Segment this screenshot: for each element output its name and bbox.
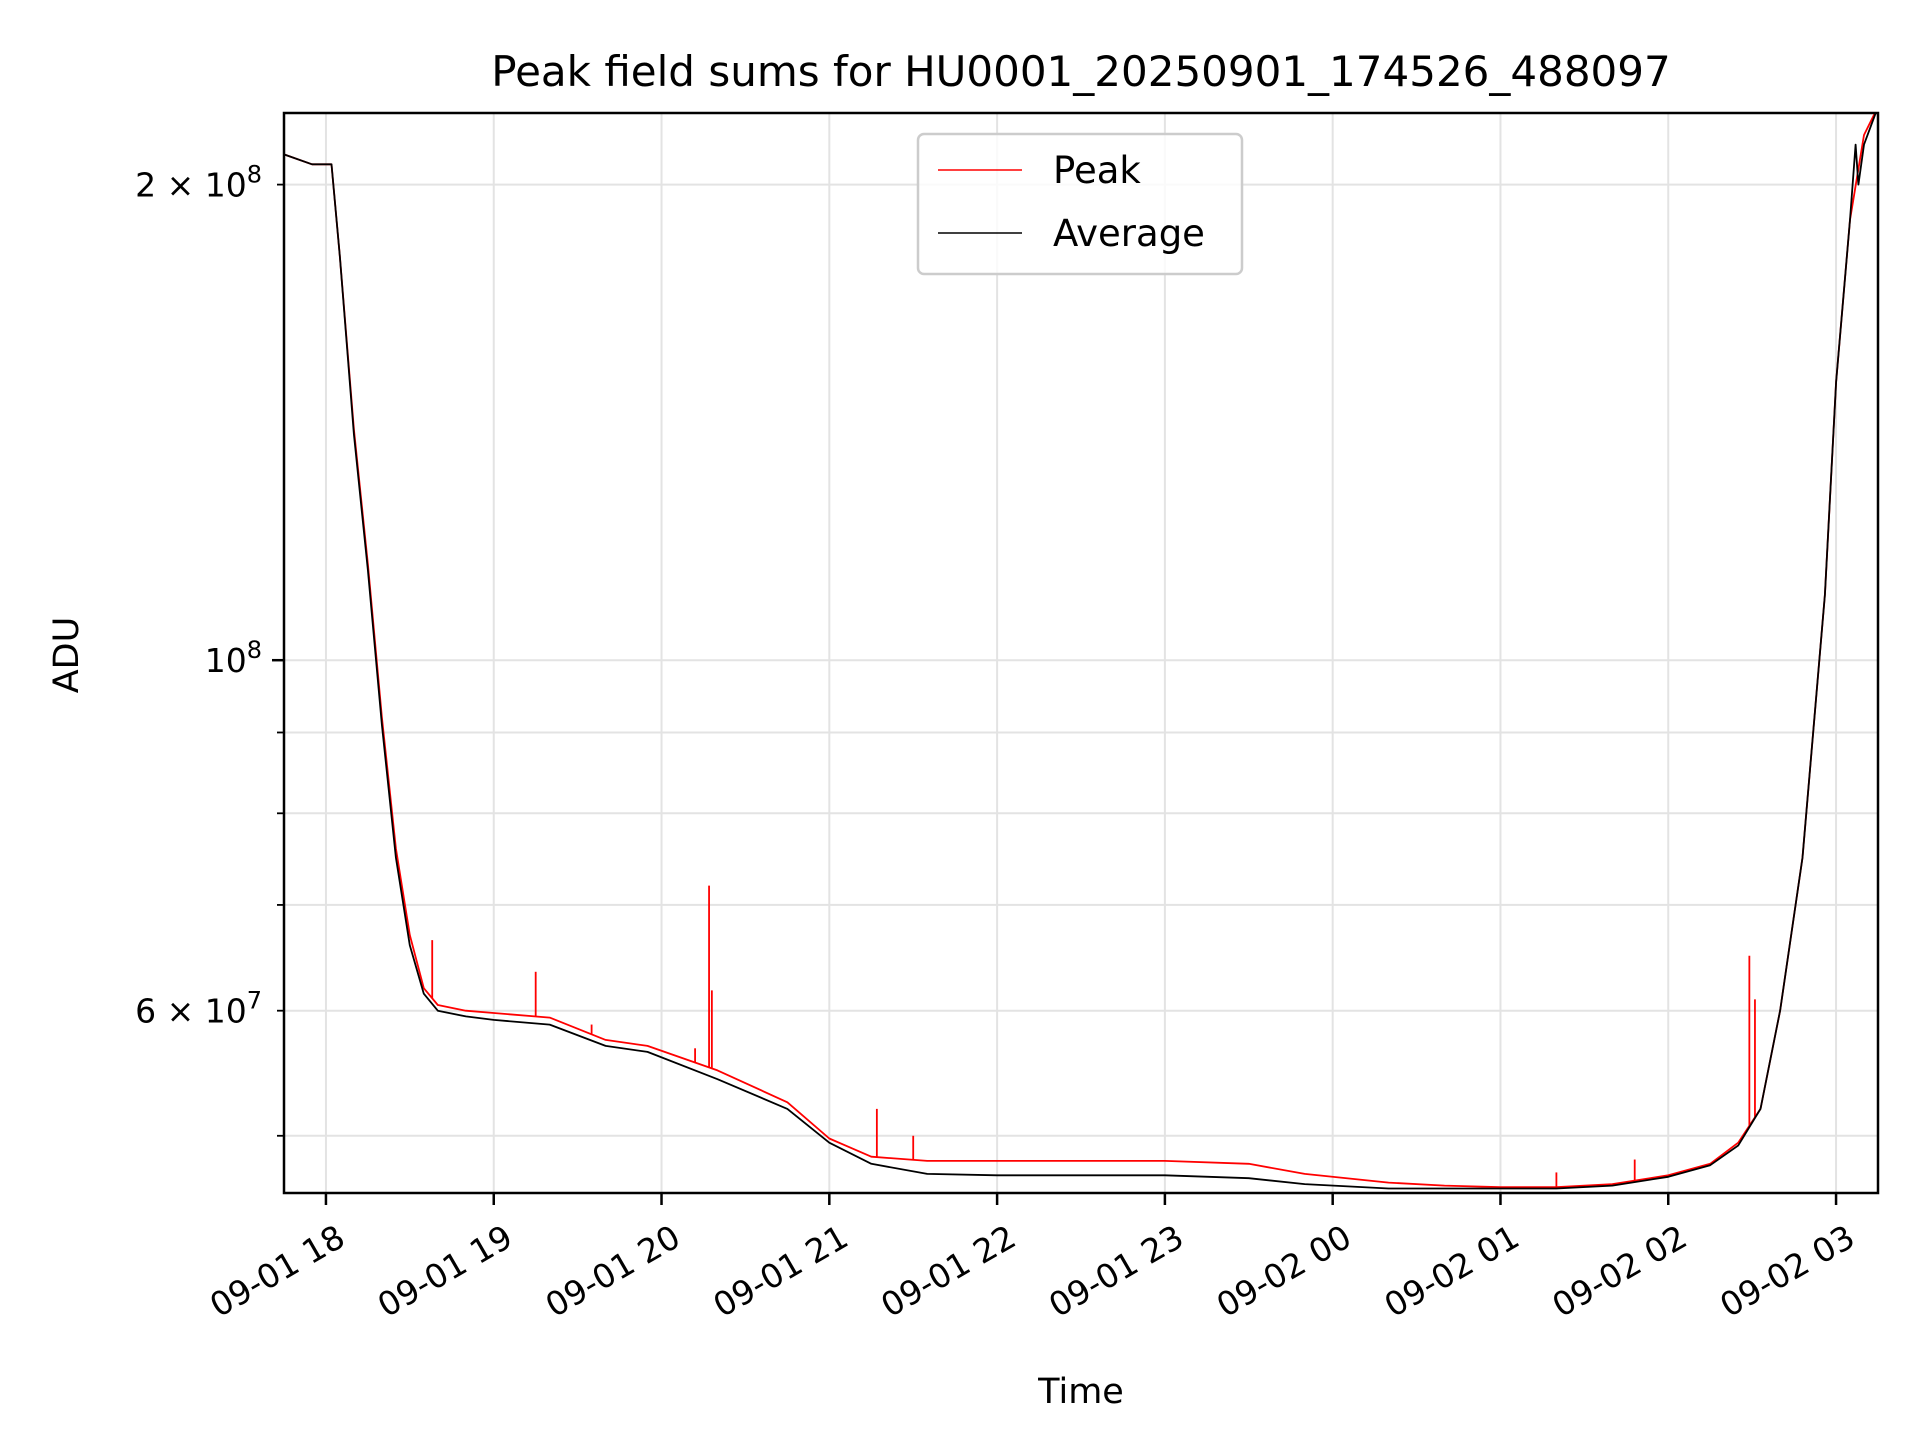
series-line-average — [284, 113, 1877, 1190]
chart-title: Peak field sums for HU0001_20250901_1745… — [491, 47, 1670, 96]
y-tick-label: 2 × 108 — [135, 161, 262, 205]
legend-label-peak: Peak — [1053, 149, 1141, 192]
y-tick-label: 108 — [205, 636, 262, 680]
series-layer — [284, 113, 1877, 1190]
legend-label-average: Average — [1053, 212, 1205, 255]
x-axis-label: Time — [1037, 1372, 1124, 1412]
y-axis-label: ADU — [47, 617, 87, 694]
legend-box — [916, 132, 1244, 276]
y-axis-ticks: 108 6 × 107 2 × 108 — [135, 161, 284, 1137]
grid — [284, 113, 1878, 1193]
legend: Peak Average — [916, 132, 1244, 276]
plot-frame — [282, 111, 1880, 1195]
y-tick-label: 6 × 107 — [135, 987, 262, 1031]
